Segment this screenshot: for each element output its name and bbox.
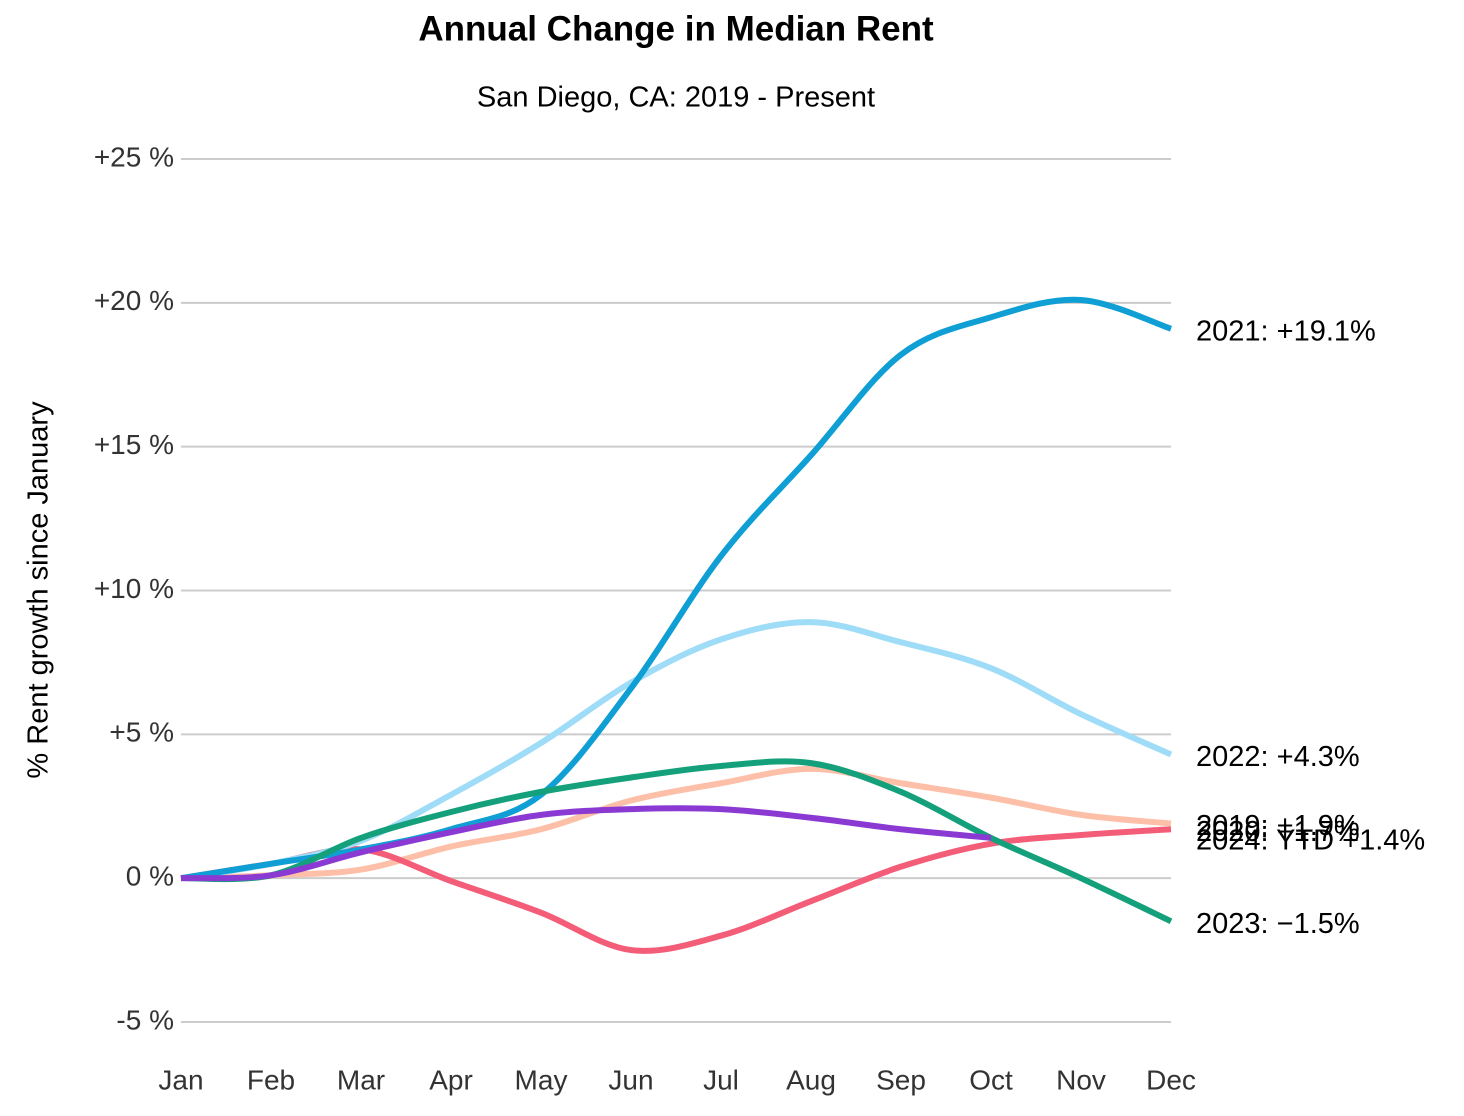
- y-tick-label: +10 %: [94, 573, 174, 604]
- y-axis-title: % Rent growth since January: [23, 401, 55, 779]
- x-tick-label: Sep: [876, 1064, 926, 1095]
- line-series: [180, 758, 1173, 925]
- x-tick-label: Oct: [969, 1064, 1013, 1095]
- line-series: [180, 805, 992, 882]
- series-end-label: 2019: +1.9%: [1196, 810, 1360, 842]
- chart-title: Annual Change in Median Rent: [418, 9, 934, 48]
- y-tick-label: +20 %: [94, 285, 174, 316]
- series-end-label: 2024: YTD +1.4%: [1196, 825, 1425, 857]
- x-tick-label: Jan: [158, 1064, 203, 1095]
- y-tick-label: 0 %: [126, 861, 174, 892]
- x-tick-label: Jul: [703, 1064, 739, 1095]
- x-tick-label: Jun: [608, 1064, 653, 1095]
- chart-subtitle: San Diego, CA: 2019 - Present: [477, 82, 875, 114]
- x-tick-label: Dec: [1146, 1064, 1196, 1095]
- y-tick-label: +15 %: [94, 429, 174, 460]
- x-tick-label: Nov: [1056, 1064, 1106, 1095]
- y-tick-label: -5 %: [116, 1004, 174, 1035]
- series-end-label: 2022: +4.3%: [1196, 741, 1360, 773]
- y-tick-label: +5 %: [109, 717, 174, 748]
- series-end-label: 2020: +1.7%: [1196, 816, 1360, 848]
- x-tick-label: Feb: [247, 1064, 295, 1095]
- x-tick-label: Apr: [429, 1064, 473, 1095]
- line-series: [180, 765, 1172, 882]
- series-end-label: 2021: +19.1%: [1196, 315, 1376, 347]
- y-tick-label: +25 %: [94, 141, 174, 172]
- line-series: [180, 826, 1172, 954]
- series-end-label: 2023: −1.5%: [1196, 908, 1360, 940]
- x-tick-label: Aug: [786, 1064, 836, 1095]
- x-tick-label: Mar: [337, 1064, 385, 1095]
- x-tick-label: May: [515, 1064, 568, 1095]
